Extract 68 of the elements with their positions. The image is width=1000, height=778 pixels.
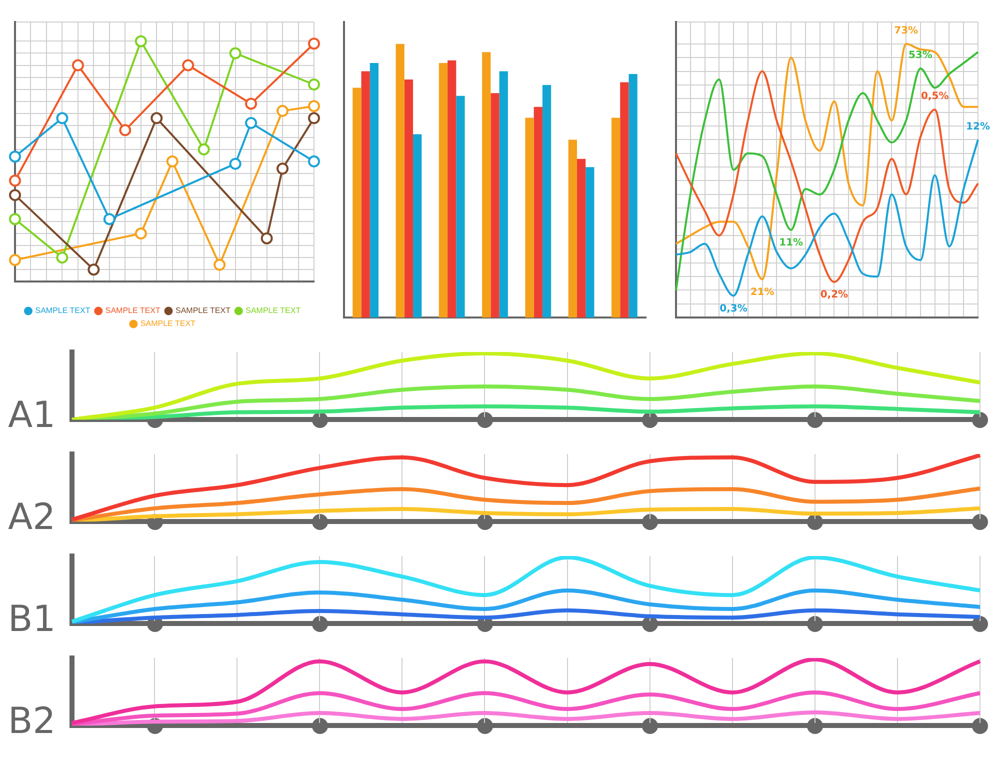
bar	[361, 71, 370, 318]
legend-label: SAMPLE TEXT	[105, 306, 160, 316]
bar	[499, 71, 508, 318]
annotation: 73%	[894, 25, 918, 36]
bar	[438, 63, 448, 318]
y-axis-title: B2	[8, 701, 57, 744]
point	[134, 35, 147, 48]
point	[72, 59, 84, 72]
annotation: 12%	[966, 121, 990, 132]
bar	[448, 60, 456, 318]
y-axis-title: A2	[8, 497, 57, 540]
legend-label: SAMPLE TEXT	[140, 319, 196, 328]
bar	[534, 106, 542, 318]
point	[166, 155, 178, 168]
y-axis-title: B1	[8, 599, 57, 642]
annotation: 21%	[750, 286, 774, 298]
bar	[370, 63, 379, 318]
point	[245, 98, 258, 110]
bar	[586, 167, 594, 318]
point	[88, 264, 100, 276]
point	[308, 78, 320, 90]
bar	[568, 140, 577, 318]
point	[182, 59, 194, 72]
y-axis-title: A1	[8, 395, 57, 438]
point	[9, 213, 21, 226]
bar	[396, 44, 404, 318]
point	[134, 228, 147, 240]
bar	[628, 74, 638, 318]
point	[198, 143, 210, 156]
point	[9, 150, 21, 163]
bar	[482, 52, 491, 318]
bar	[456, 96, 465, 318]
point	[9, 254, 21, 266]
point	[9, 174, 21, 187]
bar	[413, 134, 422, 318]
legend-label: SAMPLE TEXT	[176, 306, 231, 316]
annotation: 53%	[908, 50, 932, 62]
bar	[490, 93, 500, 318]
point	[308, 38, 320, 50]
bar	[620, 82, 629, 318]
annotation: 11%	[779, 238, 804, 249]
annotation: 0,3%	[720, 303, 748, 314]
legend-label: SAMPLE TEXT	[35, 306, 90, 316]
point	[308, 112, 320, 124]
bar	[542, 84, 552, 318]
point	[276, 162, 289, 175]
point	[260, 232, 273, 244]
point	[103, 213, 116, 226]
point	[276, 104, 289, 117]
annotation: 0,5%	[920, 91, 949, 102]
bar	[352, 88, 362, 318]
point	[308, 100, 320, 112]
point	[214, 258, 226, 271]
point	[9, 189, 21, 202]
point	[229, 158, 242, 170]
bar	[611, 118, 620, 318]
point	[229, 47, 242, 60]
point	[119, 124, 132, 136]
point	[150, 112, 163, 124]
point	[56, 252, 68, 264]
bar	[525, 118, 534, 318]
bar	[404, 79, 414, 318]
annotation: 0,2%	[820, 290, 848, 301]
point	[245, 116, 258, 129]
point	[56, 112, 68, 124]
bar	[576, 158, 586, 318]
point	[308, 155, 320, 168]
legend-label: SAMPLE TEXT	[246, 306, 301, 316]
